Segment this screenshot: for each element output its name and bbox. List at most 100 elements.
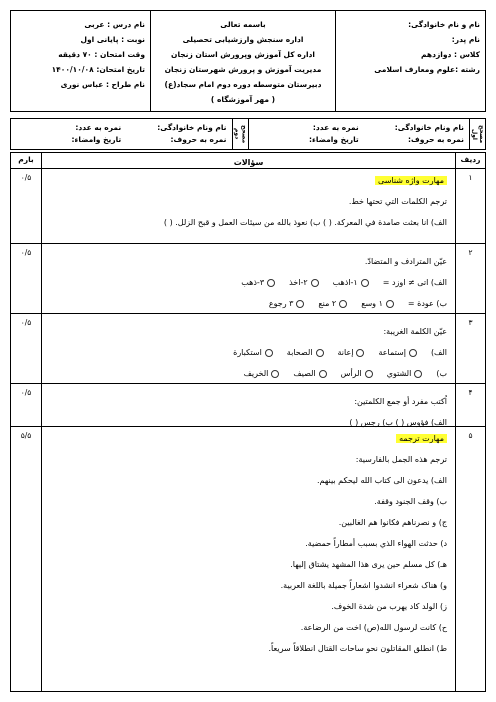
option-text: الشتوي bbox=[386, 369, 412, 378]
option: ۱ وسع bbox=[361, 296, 394, 311]
header-line: مدیریت آموزش و پرورش شهرستان زنجان bbox=[164, 65, 322, 74]
grader: مصحح اول نام ونام خانوادگی: نمره به عدد: نم… bbox=[247, 119, 485, 149]
question-number: ۴ bbox=[455, 384, 485, 426]
radio-circle bbox=[408, 348, 417, 357]
option: إعانة bbox=[338, 345, 365, 360]
question-line: ج) و نصرناهم فکانوا هم الغالبین. bbox=[338, 518, 447, 527]
question-score: ۰/۵ bbox=[20, 248, 32, 257]
grader-field: نمره به حروف: bbox=[408, 135, 464, 144]
question-score: ۰/۵ bbox=[20, 318, 32, 327]
header: نام و نام خانوادگی: نام پدر: کلاس : دوازده… bbox=[10, 10, 486, 112]
option-text: ۱ وسع bbox=[361, 299, 383, 308]
option: استکبارة bbox=[233, 345, 273, 360]
option: إستماعة bbox=[378, 345, 417, 360]
question-line: الف) فؤوس ( ) ب) رجس ( ) bbox=[349, 418, 447, 427]
question-line: ط) انطلق المقاتلون نحو ساحات القتال انطل… bbox=[268, 644, 447, 653]
option: ۳-ذهب bbox=[241, 275, 276, 290]
grader-field: نام ونام خانوادگی: bbox=[157, 123, 227, 132]
option-text: إستماعة bbox=[378, 348, 406, 357]
question: اُکتب مفرد أو جمع الکلمتین: الف) فؤوس ( )… bbox=[41, 384, 455, 427]
radio-circle bbox=[315, 348, 324, 357]
question-line: ز) الولد کاد یهرب من شدة الخوف. bbox=[331, 602, 447, 611]
option-text: ۳-ذهب bbox=[241, 278, 265, 287]
header-line: اداره سنجش وارزشیابی تحصیلی bbox=[182, 35, 304, 44]
option: ۲ منع bbox=[318, 296, 348, 311]
option-line: الف) إستماعة إعانة الصحابة استکبارة bbox=[50, 345, 447, 360]
option-line: ب) عودة = ۱ وسع ۲ منع ۳ رجوع bbox=[50, 296, 447, 311]
header-line: دبیرستان متوسطه دوره دوم امام سجاد(ع) bbox=[164, 80, 322, 89]
column-header: سؤالات bbox=[41, 153, 455, 168]
grader-label: مصحح دوم bbox=[231, 119, 248, 149]
option-line: الف) اتی ≠ اوزد = ۱-اذهب ۲-اخذ ۳-ذهب bbox=[50, 275, 447, 290]
option: ۱-اذهب bbox=[333, 275, 369, 290]
question-line: الف) یدعون الی کتاب الله لیحکم بینهم. bbox=[316, 476, 447, 485]
question-number: ۵ bbox=[455, 427, 485, 691]
table-header: ردیف سؤالات بارم bbox=[11, 153, 485, 169]
header-line: ( مهر آموزشگاه ) bbox=[210, 95, 276, 104]
option-text: استکبارة bbox=[233, 348, 262, 357]
option: ۲-اخذ bbox=[289, 275, 319, 290]
question: مهارت واژه شناسی ترجم الکلمات التي تحتها … bbox=[41, 169, 455, 243]
header-line: نام پدر: bbox=[451, 35, 480, 44]
grader-field: نام ونام خانوادگی: bbox=[394, 123, 464, 132]
header-line: نام طراح : عباس نوری bbox=[60, 80, 145, 89]
question-row: ۵ مهارت ترجمه ترجم هذه الجمل بالفارسیة: الف… bbox=[11, 427, 485, 691]
header-line: نوبت : پایانی اول bbox=[80, 35, 145, 44]
question-number: ۱ bbox=[455, 169, 485, 243]
option-text: ۳ رجوع bbox=[268, 299, 294, 308]
header-line: کلاس : دوازدهم bbox=[421, 50, 480, 59]
question-row: ۲ عیّن المترادف و المتضادّ. الف) اتی ≠ اوز… bbox=[11, 244, 485, 314]
section-heading: مهارت ترجمه bbox=[50, 431, 447, 446]
option-prefix: ب) عودة = bbox=[407, 299, 447, 308]
question-score: ۵/۵ bbox=[20, 431, 32, 440]
header-line: وقت امتحان : ۷۰ دقیقه bbox=[58, 50, 145, 59]
radio-circle bbox=[364, 369, 373, 378]
instruction: عیّن الکلمة الغریبة: bbox=[383, 327, 447, 336]
question-line: و) هناک شعراء انشدوا اشعاراً جمیلة باللغ… bbox=[280, 581, 447, 590]
option-prefix: ب) bbox=[436, 369, 447, 378]
grader-fields: نام ونام خانوادگی: نمره به عدد: نمره به حر… bbox=[11, 119, 232, 149]
question-line: ح) کانت لرسول الله(ص) اخت من الرضاعة. bbox=[300, 623, 447, 632]
option: الشتوي bbox=[387, 366, 423, 381]
option: الصحابة bbox=[287, 345, 324, 360]
question-score: ۰/۵ bbox=[20, 388, 32, 397]
question: عیّن الکلمة الغریبة: الف) إستماعة إعانة الصح… bbox=[41, 314, 455, 383]
radio-circle bbox=[296, 299, 305, 308]
grader-field: نمره به حروف: bbox=[170, 135, 227, 144]
heading-text: مهارت ترجمه bbox=[396, 434, 447, 443]
option-text: الصیف bbox=[293, 369, 316, 378]
option-text: ۲ منع bbox=[318, 299, 337, 308]
option: الرأس bbox=[341, 366, 373, 381]
radio-circle bbox=[356, 348, 365, 357]
option-text: إعانة bbox=[337, 348, 354, 357]
header-line: تاریخ امتحان: ۱۴۰۰/۱۰/۰۸ bbox=[51, 65, 145, 74]
question-row: ۳ عیّن الکلمة الغریبة: الف) إستماعة إعانة الص… bbox=[11, 314, 485, 384]
option: ۳ رجوع bbox=[269, 296, 305, 311]
option-text: ۲-اخذ bbox=[289, 278, 308, 287]
radio-circle bbox=[267, 278, 276, 287]
radio-circle bbox=[414, 369, 423, 378]
student-info: نام و نام خانوادگی: نام پدر: کلاس : دوازده… bbox=[335, 11, 485, 111]
header-line: نام درس : عربی bbox=[84, 20, 145, 29]
header-line: اداره کل آموزش وپرورش استان زنجان bbox=[171, 50, 315, 59]
option-text: الرأس bbox=[340, 369, 362, 378]
grader-field: تاریخ وامضاء: bbox=[71, 135, 122, 144]
option-prefix: الف) bbox=[430, 348, 447, 357]
section-heading: مهارت واژه شناسی bbox=[50, 173, 447, 188]
option-prefix: الف) اتی ≠ اوزد = bbox=[382, 278, 447, 287]
instruction: ترجم الکلمات التي تحتها خط. bbox=[348, 197, 447, 206]
option: الخریف bbox=[244, 366, 280, 381]
radio-circle bbox=[271, 369, 280, 378]
question-number: ۲ bbox=[455, 244, 485, 313]
option-text: ۱-اذهب bbox=[332, 278, 358, 287]
radio-circle bbox=[385, 299, 394, 308]
option-text: الصحابة bbox=[286, 348, 313, 357]
radio-circle bbox=[318, 369, 327, 378]
radio-circle bbox=[310, 278, 319, 287]
header-line: باسمه تعالی bbox=[220, 20, 266, 29]
question-score: ۰/۵ bbox=[20, 173, 32, 182]
instruction: اُکتب مفرد أو جمع الکلمتین: bbox=[354, 397, 447, 406]
grader-fields: نام ونام خانوادگی: نمره به عدد: نمره به حر… bbox=[249, 119, 470, 149]
